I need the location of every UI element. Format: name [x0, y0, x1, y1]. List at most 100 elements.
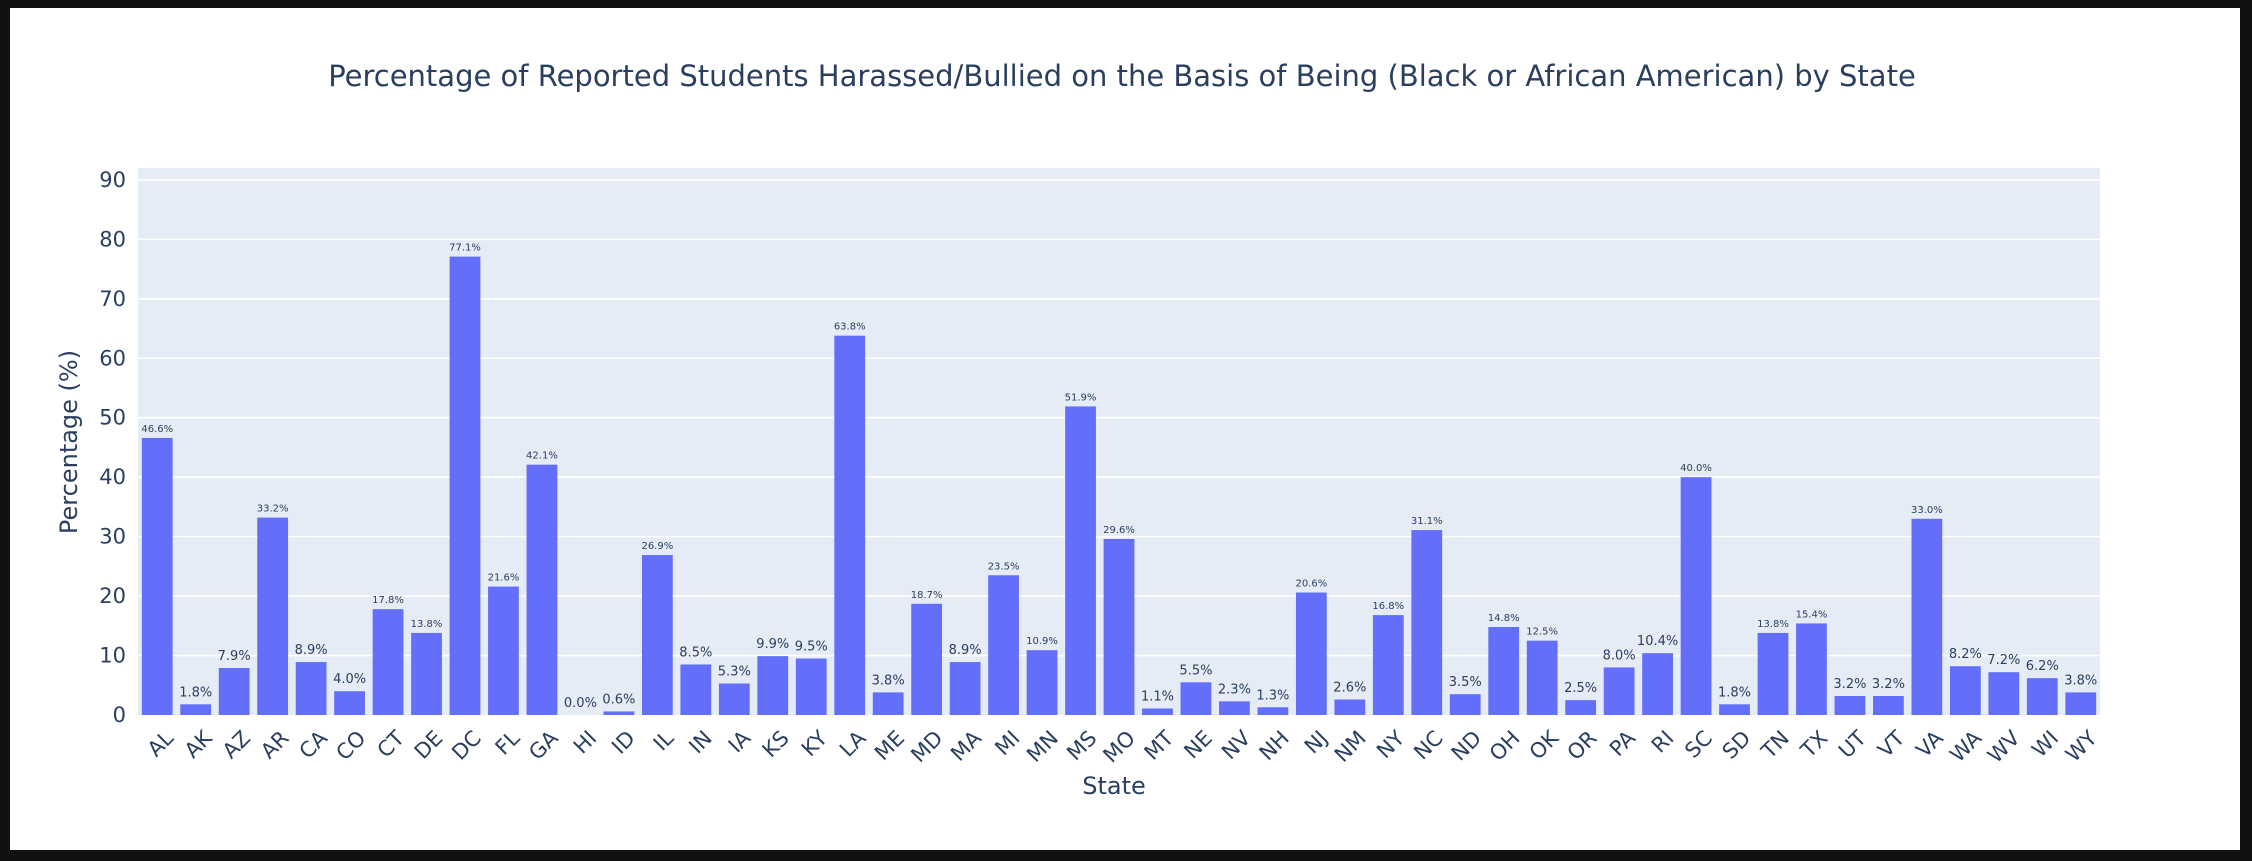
data-label: 1.8%: [1718, 685, 1751, 700]
x-tick-label: IA: [724, 726, 756, 758]
x-tick-label: SD: [1718, 726, 1756, 764]
bar-nh[interactable]: [1257, 707, 1289, 715]
bar-nc[interactable]: [1411, 530, 1443, 715]
bar-ar[interactable]: [257, 517, 289, 715]
data-label: 3.5%: [1449, 675, 1482, 690]
data-label: 0.6%: [602, 692, 635, 707]
bar-vt[interactable]: [1873, 695, 1904, 715]
bar-in[interactable]: [680, 664, 712, 715]
x-tick-label: AK: [180, 725, 218, 763]
data-label: 7.2%: [1987, 653, 2020, 668]
bar-wi[interactable]: [2026, 678, 2058, 715]
bar-va[interactable]: [1911, 518, 1943, 715]
data-label: 3.8%: [872, 673, 905, 688]
chart-frame: 46.6% 1.8% 7.9% 33.2% 8.9% 4.0% 17.8% 13.8% 77.1…: [10, 8, 2240, 850]
bar-al[interactable]: [141, 437, 173, 715]
bar-de[interactable]: [411, 632, 442, 715]
bar-sd[interactable]: [1719, 704, 1750, 715]
bar-md[interactable]: [911, 603, 943, 715]
x-tick-label: HI: [569, 726, 602, 759]
bar-nv[interactable]: [1219, 701, 1250, 715]
x-tick-label: MT: [1140, 726, 1179, 765]
bar-wa[interactable]: [1949, 666, 1981, 715]
data-label: 16.8%: [1372, 601, 1404, 612]
x-tick-label: UT: [1834, 726, 1871, 763]
x-tick-label: LA: [835, 726, 871, 762]
x-tick-label: WI: [2027, 726, 2063, 762]
data-label: 3.8%: [2064, 673, 2097, 688]
x-tick-label: OR: [1563, 726, 1602, 765]
bars: [141, 256, 2097, 715]
y-tick-label: 10: [99, 644, 126, 668]
data-label: 77.1%: [449, 243, 481, 254]
bar-ks[interactable]: [757, 656, 789, 715]
bar-ma[interactable]: [949, 662, 981, 715]
bar-ok[interactable]: [1526, 640, 1558, 715]
y-tick-label: 0: [113, 703, 126, 727]
bar-oh[interactable]: [1488, 627, 1520, 715]
x-tick-label: VT: [1873, 726, 1909, 762]
x-tick-label: WV: [1983, 726, 2025, 768]
bar-fl[interactable]: [488, 586, 519, 715]
data-label: 20.6%: [1295, 579, 1327, 590]
x-tick-label: MI: [990, 726, 1024, 760]
data-label: 23.5%: [988, 561, 1020, 572]
data-label: 17.8%: [372, 595, 404, 606]
bar-tx[interactable]: [1796, 623, 1827, 715]
data-label: 26.9%: [641, 541, 673, 552]
bar-mi[interactable]: [988, 575, 1019, 715]
bar-dc[interactable]: [449, 256, 481, 715]
x-tick-label: KS: [758, 726, 794, 762]
bar-ut[interactable]: [1834, 695, 1866, 715]
data-label: 8.9%: [295, 643, 328, 658]
bar-mt[interactable]: [1142, 708, 1173, 715]
bar-id[interactable]: [603, 711, 635, 715]
x-tick-label: OH: [1485, 726, 1525, 766]
y-tick-label: 50: [99, 406, 126, 430]
x-tick-label: NY: [1372, 726, 1409, 763]
data-label: 1.1%: [1141, 689, 1174, 704]
data-label: 12.5%: [1526, 627, 1558, 638]
bar-ms[interactable]: [1065, 406, 1096, 715]
data-label: 13.8%: [1757, 619, 1789, 630]
data-label: 3.2%: [1872, 677, 1905, 692]
bar-ga[interactable]: [526, 464, 558, 715]
x-axis-title: State: [1082, 772, 1146, 800]
data-label: 42.1%: [526, 451, 558, 462]
data-label: 6.2%: [2026, 659, 2059, 674]
bar-la[interactable]: [834, 335, 866, 715]
y-tick-label: 70: [99, 287, 126, 311]
bar-il[interactable]: [641, 555, 673, 715]
bar-wv[interactable]: [1988, 672, 2020, 715]
x-tick-label: CO: [331, 726, 370, 765]
bar-me[interactable]: [872, 692, 904, 715]
bar-wy[interactable]: [2065, 692, 2097, 715]
data-label: 8.2%: [1949, 647, 1982, 662]
bar-tn[interactable]: [1757, 632, 1789, 715]
bar-ak[interactable]: [180, 704, 212, 715]
y-tick-label: 60: [99, 346, 126, 370]
bar-or[interactable]: [1565, 700, 1597, 715]
bar-nd[interactable]: [1449, 694, 1481, 715]
data-label: 15.4%: [1796, 609, 1828, 620]
data-label: 1.3%: [1256, 688, 1289, 703]
bar-ri[interactable]: [1642, 653, 1673, 715]
bar-nm[interactable]: [1334, 699, 1366, 715]
bar-ny[interactable]: [1372, 615, 1404, 715]
x-axis-ticks: AL AK AZ AR CA CO CT DE DC FL GA HI ID IL IN IA KS KY LA ME…: [143, 725, 2102, 768]
bar-ca[interactable]: [295, 662, 327, 715]
y-axis-title: Percentage (%): [55, 350, 83, 534]
x-tick-label: WA: [1945, 726, 1986, 767]
bar-ct[interactable]: [372, 609, 404, 715]
bar-ne[interactable]: [1180, 682, 1212, 715]
bar-co[interactable]: [334, 691, 365, 715]
bar-mo[interactable]: [1103, 539, 1135, 715]
x-tick-label: DC: [447, 726, 486, 765]
bar-mn[interactable]: [1026, 650, 1058, 715]
bar-ia[interactable]: [718, 683, 750, 715]
bar-ky[interactable]: [795, 658, 827, 715]
bar-az[interactable]: [218, 668, 250, 715]
bar-pa[interactable]: [1603, 667, 1635, 715]
bar-nj[interactable]: [1295, 592, 1327, 715]
bar-sc[interactable]: [1680, 477, 1712, 715]
